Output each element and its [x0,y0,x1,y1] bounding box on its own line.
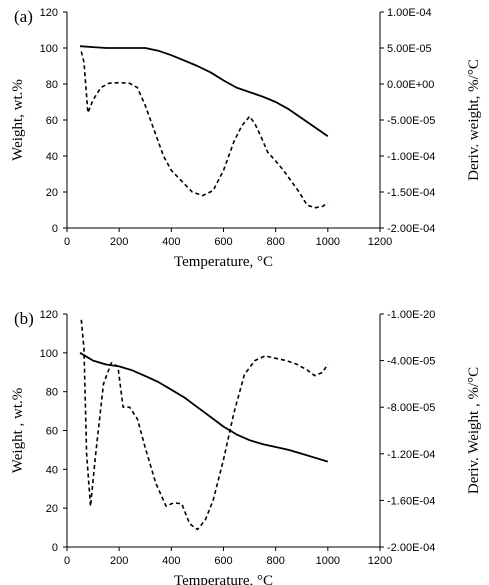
y2-tick-label: -2.00E-04 [387,542,435,554]
x-tick-label: 1000 [316,555,340,567]
y-tick-label: 120 [40,309,58,321]
x-tick-label: 1000 [316,236,340,248]
weight-line [79,45,329,137]
x-tick-label: 600 [214,555,232,567]
x-tick-label: 1200 [368,236,392,248]
y2-tick-label: -5.00E-05 [387,115,435,127]
y-tick-label: 100 [40,348,58,360]
y2-tick-label: 0.00E+00 [387,79,434,91]
y-tick-label: 120 [40,7,58,19]
derivative-weight-line [80,51,329,209]
x-tick-label: 0 [64,236,70,248]
x-tick-label: 200 [110,236,128,248]
x-tick-label: 800 [266,236,284,248]
y-axis-label: Weight, wt.% [10,79,26,161]
x-tick-label: 1200 [368,555,392,567]
y2-tick-label: -4.00E-05 [387,356,435,368]
y2-tick-label: 5.00E-05 [387,43,432,55]
y-tick-label: 40 [46,151,58,163]
weight-line [79,352,329,463]
x-axis-label: Temperature, °C [174,254,273,270]
panel-label: (a) [14,7,33,26]
x-tick-label: 400 [162,236,180,248]
y-tick-label: 80 [46,79,58,91]
y2-tick-label: 1.00E-04 [387,7,432,19]
y-tick-label: 40 [46,464,58,476]
y-tick-label: 20 [46,187,58,199]
y-tick-label: 20 [46,503,58,515]
y2-tick-label: -1.50E-04 [387,187,435,199]
y2-tick-label: -1.20E-04 [387,449,435,461]
y2-tick-label: -8.00E-05 [387,402,435,414]
y2-tick-label: -1.00E-20 [387,309,435,321]
derivative-weight-line [80,319,329,531]
y2-axis-label: Deriv. weight, %/°C [466,59,482,181]
x-tick-label: 600 [214,236,232,248]
y2-axis-label: Deriv. Weight , %/°C [466,367,482,494]
x-axis-label: Temperature, °C [174,573,273,585]
y-tick-label: 80 [46,387,58,399]
panel-b: 0 200 400 600 800 1000 1200 0 20 40 60 80 100 120 -2.0… [10,309,482,585]
y-axis-label: Weight , wt.% [10,388,26,473]
x-tick-label: 400 [162,555,180,567]
y-tick-label: 100 [40,43,58,55]
y-tick-label: 60 [46,115,58,127]
x-tick-label: 200 [110,555,128,567]
panel-label: (b) [14,309,34,328]
y2-tick-label: -1.60E-04 [387,495,435,507]
x-tick-label: 800 [266,555,284,567]
y-tick-label: 0 [52,223,58,235]
panel-a: 0 200 400 600 800 1000 1200 0 20 40 60 80 100 120 -2.0… [10,7,482,270]
y2-tick-label: -1.00E-04 [387,151,435,163]
y-tick-label: 0 [52,542,58,554]
y2-tick-label: -2.00E-04 [387,223,435,235]
x-tick-label: 0 [64,555,70,567]
y-tick-label: 60 [46,426,58,438]
